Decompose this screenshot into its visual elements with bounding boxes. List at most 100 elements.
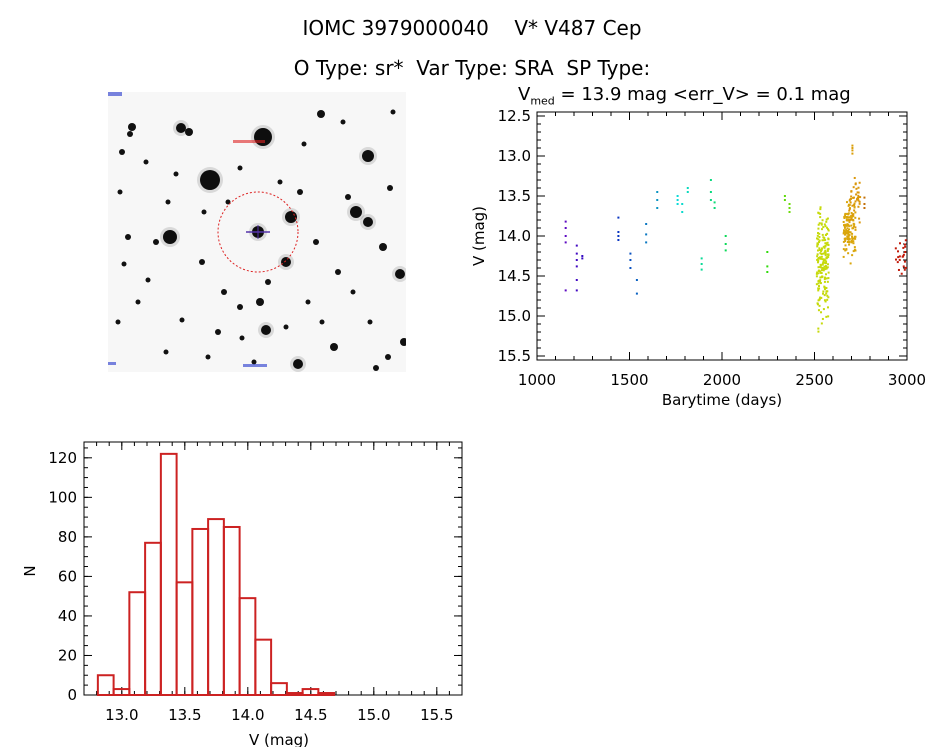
lc-point <box>564 289 567 292</box>
lc-point <box>852 240 855 243</box>
lc-point <box>581 255 584 257</box>
histogram-bar <box>159 452 178 696</box>
star-dot <box>215 329 221 335</box>
lc-point <box>817 259 820 262</box>
lc-point <box>896 261 899 264</box>
lc-point <box>844 215 847 218</box>
lc-point <box>575 259 578 261</box>
lc-point <box>817 266 820 269</box>
lc-point <box>822 290 825 293</box>
lc-point <box>904 245 907 248</box>
star-field <box>115 109 408 372</box>
lc-point <box>816 234 819 237</box>
lc-point <box>818 222 821 225</box>
sky-image-svg <box>106 90 411 372</box>
star-halo <box>360 214 376 230</box>
lightcurve-ylabel: V (mag) <box>470 206 488 266</box>
lc-point <box>815 275 818 278</box>
lc-point <box>575 252 578 255</box>
object-type-line: O Type: sr* Var Type: SRA SP Type: <box>293 56 651 80</box>
lc-point <box>820 311 823 314</box>
star-dot <box>387 185 393 191</box>
lc-point <box>853 209 856 212</box>
lc-point <box>824 252 827 255</box>
lc-point <box>848 216 851 219</box>
vmed-label: Vmed = 13.9 mag <err_V> = 0.1 mag <box>518 84 851 108</box>
lc-point <box>845 216 848 219</box>
lc-point <box>818 249 821 252</box>
star-dot <box>127 131 133 137</box>
star-dot <box>362 150 374 162</box>
lc-point <box>629 252 632 255</box>
lc-point <box>850 190 853 193</box>
lc-point <box>904 239 907 242</box>
target-label-mark <box>233 140 265 143</box>
lc-point <box>818 304 821 307</box>
lc-point <box>847 219 850 222</box>
corner-mark-tl <box>106 90 122 96</box>
lc-point <box>858 200 861 203</box>
lc-point <box>816 242 819 245</box>
histogram-bar <box>254 638 273 696</box>
lc-point <box>827 228 830 231</box>
lc-point <box>819 276 822 279</box>
star-dot <box>293 359 303 369</box>
lc-point <box>843 216 846 219</box>
lc-point <box>825 218 828 221</box>
star-dot <box>237 165 243 171</box>
lc-point <box>848 237 851 240</box>
lc-point <box>817 238 820 241</box>
lc-point <box>824 264 827 267</box>
lc-point <box>783 195 786 197</box>
lc-point <box>645 233 648 236</box>
lc-point <box>863 196 866 199</box>
star-dot <box>153 239 159 245</box>
lc-point <box>819 296 822 299</box>
lc-point <box>817 232 820 235</box>
lc-point <box>851 227 854 230</box>
lc-point <box>818 287 821 290</box>
lc-xtick-label: 1500 <box>610 371 648 389</box>
histogram-ylabel: N <box>21 565 39 576</box>
lc-point <box>848 233 851 236</box>
lc-point <box>815 272 818 275</box>
histogram-axes: 13.0 13.5 14.0 14.5 15.0 15.5 0 20 40 60 80 100 120 <box>48 441 463 724</box>
lc-point <box>895 258 898 261</box>
star-dot <box>173 171 179 177</box>
star-dot <box>201 209 207 215</box>
lc-point <box>816 249 819 252</box>
star-dot <box>363 217 373 227</box>
lc-point <box>902 255 905 258</box>
lc-point <box>845 201 848 204</box>
lc-point <box>903 268 906 271</box>
star-dot <box>119 149 125 155</box>
hist-ytick-label: 40 <box>58 607 77 625</box>
lc-point <box>904 250 907 253</box>
lc-point <box>822 252 825 255</box>
lc-point <box>823 280 826 283</box>
lc-point <box>855 187 858 190</box>
histogram-bar <box>112 688 131 696</box>
lc-point <box>847 216 850 219</box>
lc-point <box>856 191 859 194</box>
star-halo <box>160 227 180 247</box>
star-dot <box>330 343 338 351</box>
lc-point <box>713 207 716 209</box>
star-dot <box>163 230 177 244</box>
lc-point <box>854 226 857 229</box>
lc-point <box>817 289 820 292</box>
lc-ytick-label: 15.0 <box>498 307 531 325</box>
lc-point <box>826 280 829 283</box>
lc-point <box>822 259 825 262</box>
lc-point <box>846 241 849 244</box>
lc-point <box>845 224 848 227</box>
lc-point <box>898 242 901 245</box>
lc-point <box>825 242 828 245</box>
lc-point <box>820 322 823 325</box>
lc-point <box>817 309 820 312</box>
lc-point <box>676 203 679 205</box>
hist-xtick-label: 15.5 <box>420 706 453 724</box>
lc-point <box>824 234 827 237</box>
lc-point <box>853 223 856 226</box>
star-dot <box>125 234 131 240</box>
